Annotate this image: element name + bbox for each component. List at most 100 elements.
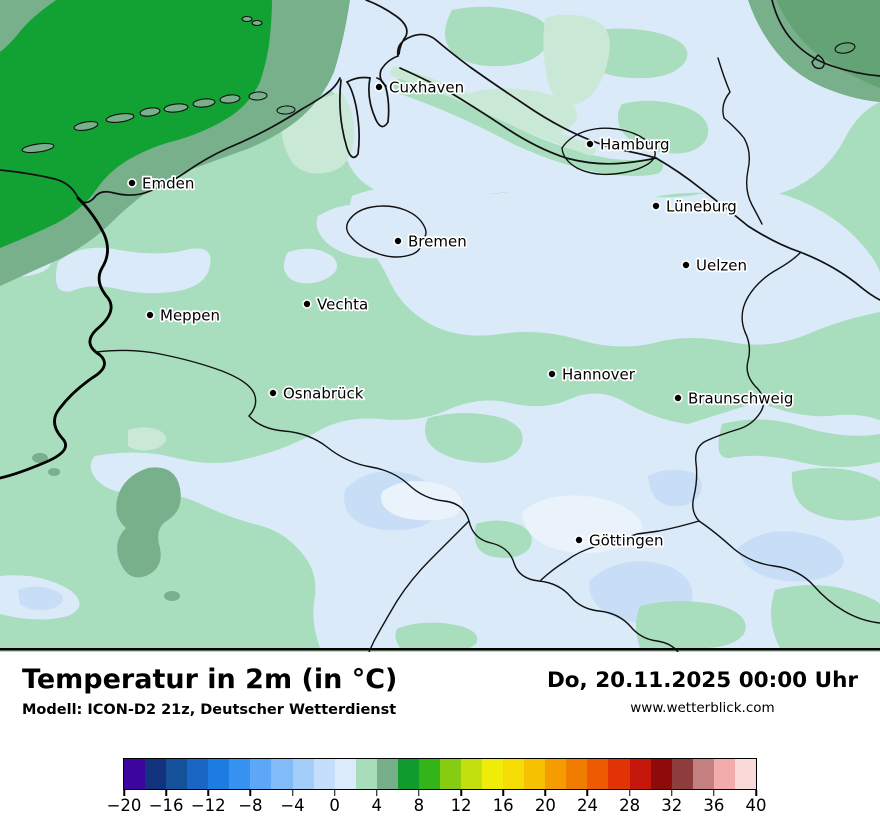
colorbar-tick [713,790,715,796]
city-dot [547,369,557,379]
city-label: Göttingen [589,532,664,550]
colorbar-cell [292,759,314,789]
city-marker: Göttingen [574,530,665,551]
colorbar-tick-label: 24 [576,796,598,815]
colorbar-cell [671,759,693,789]
state-borders [95,127,880,652]
colorbar-cell [482,759,504,789]
city-marker: Braunschweig [673,388,795,409]
colorbar-tick [586,790,589,796]
colorbar-tick-label: 16 [492,796,514,815]
colorbar-cell [334,759,356,789]
city-dot [268,388,278,398]
colorbar-tick-label: −8 [238,796,263,815]
frisian-islands [21,15,856,154]
city-label: Osnabrück [283,385,364,403]
colorbar-cell [124,759,146,789]
city-dot [374,82,384,92]
colorbar-cell [418,759,440,789]
city-dot [651,201,661,211]
colorbar-tick-label: −16 [148,796,184,815]
colorbar-tick-label: −20 [106,796,142,815]
highland-cool-patches [32,453,181,601]
city-label: Lüneburg [666,198,737,216]
colorbar-tick-label: 4 [371,796,383,815]
footer: Temperatur in 2m (in °C) Modell: ICON-D2… [0,652,880,830]
colorbar-cell [587,759,609,789]
colorbar-tick-label: 28 [619,796,641,815]
colorbar-cell [439,759,461,789]
colorbar-tick [670,790,673,796]
website-url: www.wetterblick.com [630,700,775,716]
colorbar-tick [123,790,125,796]
city-dot [127,178,137,188]
city-label: Bremen [408,233,467,251]
city-marker: Meppen [145,305,222,326]
colorbar-tick-label: 36 [703,796,725,815]
colorbar-tick-label: 32 [661,796,683,815]
colorbar-cell [187,759,209,789]
temperature-map: Cuxhaven Hamburg Emden Lüneburg Bremen Uelzen… [0,0,880,652]
city-marker: Uelzen [681,255,749,276]
city-label: Hannover [562,366,636,384]
colorbar-tick [291,790,294,796]
colorbar-tick-label: 0 [329,796,340,815]
colorbar-tick-label: 20 [534,796,556,815]
colorbar-cell [376,759,398,789]
colorbar-cell [566,759,588,789]
colorbar-cell [229,759,251,789]
colorbar-cell [713,759,735,789]
colorbar-tick [207,790,210,796]
country-border [0,196,113,480]
temperature-colorbar [123,758,757,790]
colorbar-cell [397,759,419,789]
valid-datetime: Do, 20.11.2025 00:00 Uhr [546,668,858,693]
colorbar-tick [249,790,252,796]
colorbar-cell [313,759,335,789]
city-marker: Bremen [393,231,468,252]
city-marker: Cuxhaven [374,77,466,98]
city-markers-layer: Cuxhaven Hamburg Emden Lüneburg Bremen Uelzen… [127,77,795,551]
city-dot [673,393,683,403]
colorbar-cell [461,759,483,789]
colorbar-tick-label: −4 [280,796,305,815]
colorbar-tick [755,790,757,796]
colorbar-tick [333,790,336,796]
city-dot [574,535,584,545]
city-dot [681,260,691,270]
colorbar-cell [145,759,167,789]
map-frame-bottom [0,648,880,651]
colorbar-tick [376,790,378,796]
city-dot [302,299,312,309]
colorbar-cell [608,759,630,789]
city-label: Meppen [160,307,220,325]
city-dot [393,236,403,246]
colorbar-tick [544,790,547,796]
map-title: Temperatur in 2m (in °C) [22,664,398,695]
colorbar-tick [460,790,462,796]
coastline [0,0,880,301]
colorbar-tick [165,790,167,796]
colorbar-tick-label: −12 [190,796,226,815]
colorbar-cell [545,759,567,789]
colorbar-cell [692,759,714,789]
colorbar-cell [250,759,272,789]
colorbar-cell [355,759,377,789]
mild-patches [395,6,880,649]
pale-valley-patches [381,481,643,553]
city-marker: Hamburg [585,134,671,155]
colorbar-cell [734,759,756,789]
city-label: Emden [142,175,194,193]
city-marker: Hannover [547,364,637,385]
colorbar-tick [502,790,504,796]
colorbar-cell [208,759,230,789]
colorbar-cell [503,759,525,789]
footer-right: Do, 20.11.2025 00:00 Uhr www.wetterblick… [547,668,858,716]
colorbar-cell [271,759,293,789]
colorbar-cell [524,759,546,789]
colorbar-tick-label: 8 [413,796,425,815]
city-label: Braunschweig [688,390,793,408]
colorbar-tick [418,790,420,796]
city-label: Cuxhaven [389,79,464,97]
city-marker: Osnabrück [268,383,365,404]
